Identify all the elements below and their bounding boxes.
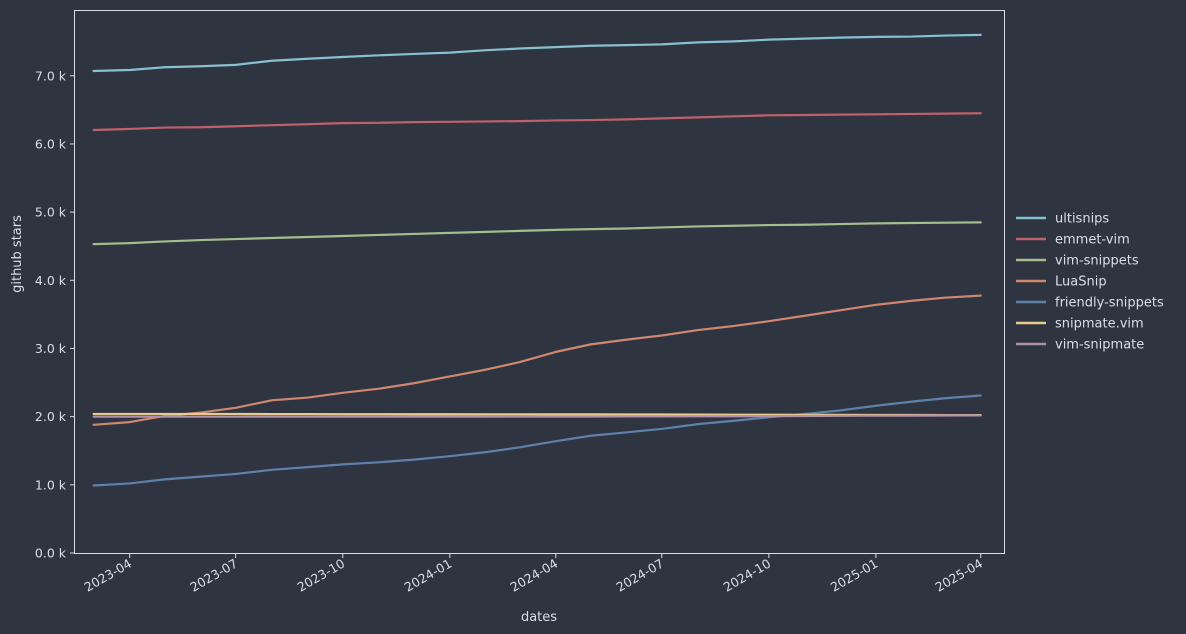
x-tick-label: 2025-01	[828, 556, 881, 595]
y-axis-label: github stars	[10, 215, 25, 293]
x-tick-label: 2023-04	[81, 556, 134, 595]
legend-label: friendly-snippets	[1055, 296, 1164, 311]
legend-label: vim-snipmate	[1055, 338, 1144, 353]
x-tick-label: 2023-10	[295, 556, 348, 595]
y-tick-label: 3.0 k	[35, 341, 67, 356]
y-tick-label: 7.0 k	[35, 68, 67, 83]
x-tick-label: 2024-01	[402, 556, 455, 595]
x-tick-label: 2024-10	[721, 556, 774, 595]
y-tick-label: 4.0 k	[35, 273, 67, 288]
series-line-emmet-vim	[92, 112, 982, 132]
legend-label: vim-snippets	[1055, 254, 1139, 269]
y-tick-label: 6.0 k	[35, 136, 67, 151]
x-tick-label: 2023-07	[187, 556, 240, 595]
legend-label: ultisnips	[1055, 212, 1109, 227]
legend: ultisnips emmet-vim vim-snippets LuaSnip fri…	[1016, 212, 1164, 353]
x-tick-label: 2024-04	[508, 556, 561, 595]
legend-label: snipmate.vim	[1055, 317, 1144, 332]
y-tick-label: 0.0 k	[35, 546, 67, 561]
series-line-ultisnips	[92, 33, 982, 73]
x-tick-label: 2025-04	[932, 556, 985, 595]
legend-label: emmet-vim	[1055, 233, 1130, 248]
series-line-vim-snippets	[92, 221, 982, 246]
y-axis-ticks: 0.0 k 1.0 k 2.0 k 3.0 k 4.0 k 5.0 k 6.0 k 7.0 k	[35, 68, 75, 561]
series-line-luasnip	[92, 294, 982, 426]
series-line-friendly-snippets	[92, 394, 982, 487]
legend-label: LuaSnip	[1055, 275, 1107, 290]
series-line-vim-snipmate	[92, 414, 982, 418]
x-tick-label: 2024-07	[614, 556, 667, 595]
y-tick-label: 1.0 k	[35, 477, 67, 492]
x-axis-ticks: 2023-04 2023-07 2023-10 2024-01 2024-04 2024-…	[81, 553, 985, 595]
plot-area	[74, 10, 1005, 554]
series-layer	[92, 33, 982, 487]
x-axis-label: dates	[521, 610, 557, 625]
y-tick-label: 5.0 k	[35, 205, 67, 220]
y-tick-label: 2.0 k	[35, 409, 67, 424]
